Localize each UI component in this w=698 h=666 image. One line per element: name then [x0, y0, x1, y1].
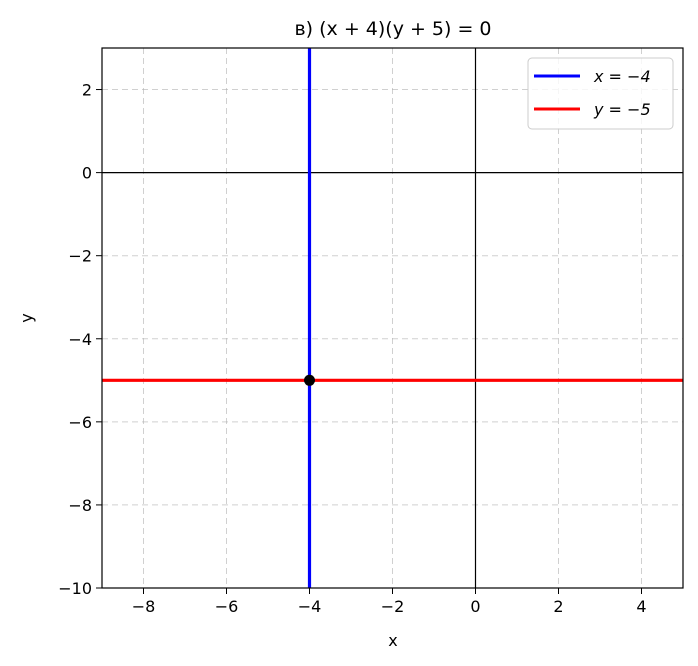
y-tick-label: −2 — [68, 247, 92, 266]
x-tick-label: −2 — [381, 597, 405, 616]
intersection-point — [304, 374, 315, 386]
x-tick-label: 0 — [470, 597, 480, 616]
x-axis-label: x — [388, 631, 397, 650]
x-tick-label: −8 — [132, 597, 156, 616]
y-tick-label: −6 — [68, 413, 92, 432]
y-axis-label: y — [17, 313, 36, 322]
y-ticks: 2 0 −2 −4 −6 −8 −10 — [58, 81, 102, 598]
legend-label-blue: x = −4 — [593, 67, 651, 86]
x-tick-label: 2 — [553, 597, 563, 616]
reference-lines — [102, 48, 683, 588]
y-tick-label: 2 — [82, 81, 92, 100]
x-tick-label: 4 — [636, 597, 646, 616]
y-tick-label: 0 — [82, 164, 92, 183]
y-tick-label: −10 — [58, 579, 92, 598]
x-tick-label: −6 — [215, 597, 239, 616]
series — [102, 48, 683, 588]
chart-title: в) (x + 4)(y + 5) = 0 — [294, 18, 491, 40]
y-tick-label: −4 — [68, 330, 92, 349]
x-tick-label: −4 — [298, 597, 322, 616]
y-tick-label: −8 — [68, 496, 92, 515]
legend-label-red: y = −5 — [593, 100, 651, 119]
points — [304, 374, 315, 386]
x-ticks: −8 −6 −4 −2 0 2 4 — [132, 588, 647, 616]
legend: x = −4 y = −5 — [527, 57, 674, 130]
